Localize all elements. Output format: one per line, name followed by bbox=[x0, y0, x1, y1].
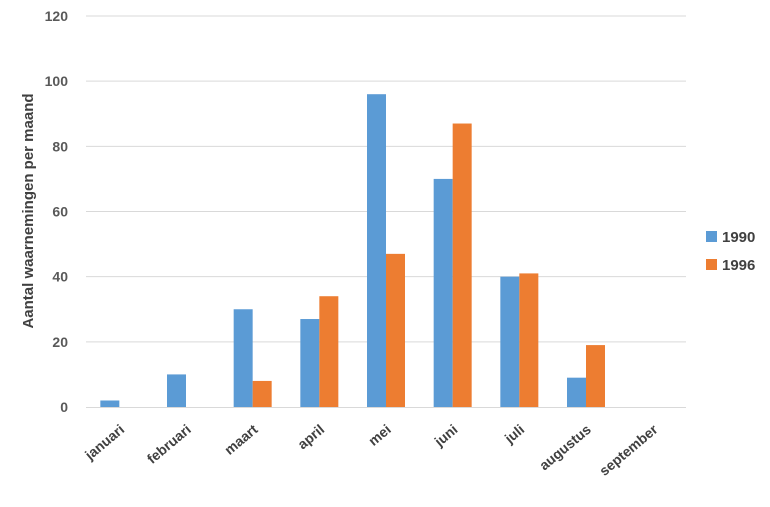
bar-1990-mei bbox=[367, 94, 386, 407]
bars bbox=[100, 94, 605, 408]
legend-label: 1990 bbox=[722, 229, 755, 246]
bar-1990-februari bbox=[167, 374, 186, 407]
x-tick-label: augustus bbox=[536, 421, 594, 473]
y-tick-label: 60 bbox=[52, 204, 68, 220]
legend: 1990 1996 bbox=[706, 229, 755, 274]
x-tick-label: juni bbox=[430, 421, 460, 450]
y-tick-label: 0 bbox=[60, 399, 68, 415]
bar-1996-mei bbox=[386, 253, 405, 407]
bar-1990-juli bbox=[500, 276, 520, 407]
y-axis-title: Aantal waarnemingen per maand bbox=[20, 93, 37, 328]
bar-1990-januari bbox=[100, 400, 120, 407]
y-tick-label: 40 bbox=[52, 269, 68, 285]
x-axis-ticks: januari februari maart april mei juni juli augu… bbox=[81, 421, 661, 479]
legend-label: 1996 bbox=[722, 257, 755, 274]
y-tick-label: 80 bbox=[52, 138, 68, 154]
legend-swatch-1990 bbox=[706, 231, 717, 242]
bar-1996-maart bbox=[252, 380, 272, 407]
bar-1996-juli bbox=[519, 273, 539, 407]
x-tick-label: april bbox=[294, 421, 327, 452]
x-tick-label: januari bbox=[81, 421, 127, 463]
bar-1990-maart bbox=[233, 309, 253, 407]
y-tick-label: 20 bbox=[52, 334, 68, 350]
bar-1990-augustus bbox=[567, 377, 586, 407]
x-tick-label: september bbox=[596, 421, 661, 479]
x-tick-label: maart bbox=[221, 421, 261, 458]
x-tick-label: februari bbox=[144, 421, 194, 467]
y-axis-ticks: 0 20 40 60 80 100 120 bbox=[45, 8, 69, 415]
x-tick-label: mei bbox=[365, 421, 394, 449]
bar-1996-april bbox=[319, 296, 339, 407]
y-tick-label: 100 bbox=[45, 73, 69, 89]
bar-1996-augustus bbox=[586, 345, 605, 407]
bar-1990-april bbox=[300, 319, 320, 407]
y-tick-label: 120 bbox=[45, 8, 69, 24]
legend-swatch-1996 bbox=[706, 259, 717, 270]
x-tick-label: juli bbox=[501, 421, 528, 447]
bar-1990-juni bbox=[433, 178, 453, 407]
bar-1996-juni bbox=[452, 123, 472, 408]
